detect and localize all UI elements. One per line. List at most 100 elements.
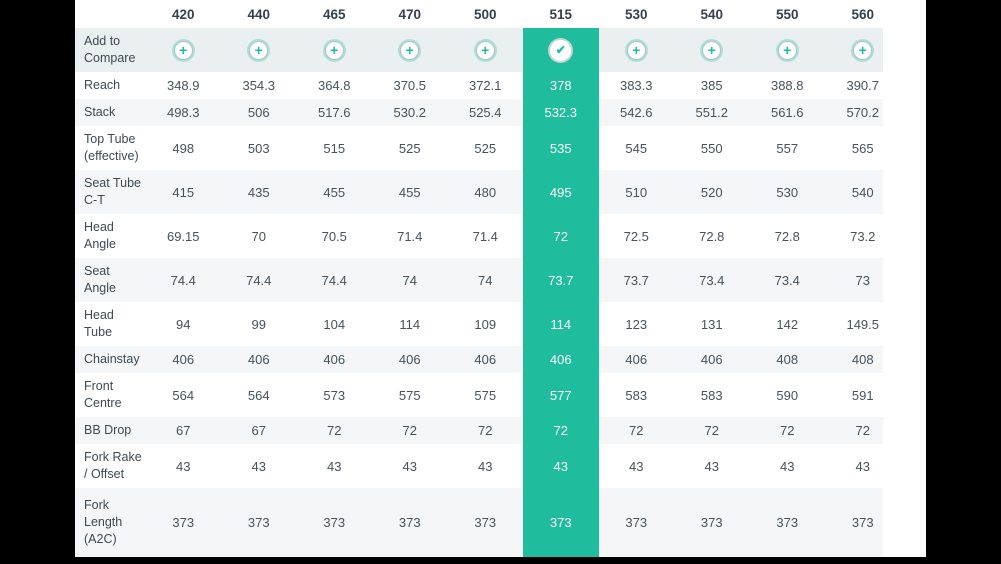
geometry-value-cell: 72 [402, 423, 417, 438]
geometry-value-cell: 69.15 [166, 228, 200, 244]
geometry-value-cell: 406 [625, 352, 648, 367]
geometry-value-cell: 72 [523, 417, 599, 444]
compare-cell: + [599, 28, 675, 72]
geometry-value-cell: 72 [855, 423, 870, 438]
table-row: Reach 348.9 354.3 364.8 370.5 372.1 378 383.3 38… [75, 72, 883, 99]
geometry-value-cell: 72 [704, 423, 719, 438]
geometry-value-cell: 43 [523, 444, 599, 488]
geometry-value-cell: 114 [523, 302, 599, 346]
geometry-table: 420 440 465 470 500 515 530 540 550 560 Add to Com… [75, 0, 883, 557]
geometry-value-cell: 530.2 [393, 105, 427, 120]
geometry-value-cell: 71.4 [397, 228, 423, 244]
geometry-value-cell: 348.9 [166, 78, 200, 93]
size-column-header[interactable]: 500 [473, 6, 497, 22]
size-column-header[interactable]: 560 [851, 6, 875, 22]
size-column-header[interactable]: 515 [549, 6, 573, 22]
geometry-value-cell: 408 [851, 352, 874, 367]
check-circle-icon[interactable]: ✔ [550, 39, 572, 61]
geometry-comparison-table: 420 440 465 470 500 515 530 540 550 560 Add to Com… [75, 0, 926, 557]
geometry-value-cell: 72 [780, 423, 795, 438]
geometry-value-cell: 71.4 [472, 228, 498, 244]
plus-circle-icon[interactable]: + [853, 40, 873, 60]
plus-circle-icon[interactable]: + [777, 40, 797, 60]
geometry-value-cell: 74.4 [170, 272, 196, 288]
geometry-value-cell: 43 [629, 458, 644, 474]
compare-cell: + [297, 28, 373, 72]
geometry-value-cell: 525 [398, 140, 421, 156]
row-label: Chainstay [84, 352, 140, 366]
geometry-value-cell: 525 [474, 140, 497, 156]
geometry-value-cell: 74 [402, 272, 417, 288]
geometry-value-cell: 43 [327, 458, 342, 474]
geometry-value-cell: 455 [323, 184, 346, 200]
geometry-value-cell: 590 [776, 387, 799, 403]
size-column-header[interactable]: 420 [171, 6, 195, 22]
geometry-value-cell: 43 [780, 458, 795, 474]
geometry-value-cell: 104 [323, 316, 346, 332]
size-header-row: 420 440 465 470 500 515 530 540 550 560 [75, 0, 883, 28]
geometry-value-cell: 530 [776, 184, 799, 200]
geometry-value-cell: 515 [323, 140, 346, 156]
geometry-value-cell: 506 [247, 105, 270, 120]
geometry-value-cell: 373 [172, 515, 195, 530]
geometry-value-cell: 72 [327, 423, 342, 438]
geometry-value-cell: 131 [700, 316, 723, 332]
compare-cell: + [221, 28, 297, 72]
geometry-value-cell: 149.5 [846, 316, 880, 332]
geometry-value-cell: 565 [851, 140, 874, 156]
plus-circle-icon[interactable]: + [626, 40, 646, 60]
geometry-value-cell: 72 [523, 214, 599, 258]
geometry-value-cell: 406 [398, 352, 421, 367]
row-label: Seat Angle [84, 264, 116, 295]
row-label: Top Tube (effective) [84, 132, 139, 163]
geometry-value-cell: 109 [474, 316, 497, 332]
geometry-value-cell: 72.5 [623, 228, 649, 244]
table-row: Front Centre 564 564 573 575 575 577 583 583 590 5… [75, 373, 883, 417]
table-row: Seat Angle 74.4 74.4 74.4 74 74 73.7 73.7 73.4 73… [75, 258, 883, 302]
geometry-value-cell: 575 [474, 387, 497, 403]
geometry-value-cell: 72.8 [774, 228, 800, 244]
geometry-value-cell: 43 [704, 458, 719, 474]
geometry-value-cell: 364.8 [317, 78, 351, 93]
geometry-value-cell: 385 [700, 78, 723, 93]
size-column-header[interactable]: 530 [624, 6, 648, 22]
plus-circle-icon[interactable]: + [324, 40, 344, 60]
geometry-value-cell: 550 [700, 140, 723, 156]
geometry-value-cell: 373 [247, 515, 270, 530]
size-column-header[interactable]: 550 [775, 6, 799, 22]
geometry-value-cell: 388.8 [770, 78, 804, 93]
geometry-value-cell: 551.2 [695, 105, 729, 120]
geometry-value-cell: 495 [523, 170, 599, 214]
geometry-value-cell: 73.4 [699, 272, 725, 288]
compare-cell: ✔ [523, 28, 599, 72]
plus-circle-icon[interactable]: + [702, 40, 722, 60]
geometry-value-cell: 545 [625, 140, 648, 156]
plus-circle-icon[interactable]: + [173, 40, 193, 60]
geometry-value-cell: 561.6 [770, 105, 804, 120]
table-row: Chainstay 406 406 406 406 406 406 406 406 408 408 [75, 346, 883, 373]
geometry-value-cell: 67 [176, 423, 191, 438]
geometry-value-cell: 94 [176, 316, 191, 332]
geometry-value-cell: 67 [251, 423, 266, 438]
geometry-value-cell: 373 [851, 515, 874, 530]
plus-circle-icon[interactable]: + [249, 40, 269, 60]
geometry-value-cell: 455 [398, 184, 421, 200]
plus-circle-icon[interactable]: + [400, 40, 420, 60]
geometry-value-cell: 406 [247, 352, 270, 367]
geometry-value-cell: 73.4 [774, 272, 800, 288]
plus-circle-icon[interactable]: + [475, 40, 495, 60]
geometry-value-cell: 520 [700, 184, 723, 200]
size-column-header[interactable]: 540 [700, 6, 724, 22]
geometry-value-cell: 564 [247, 387, 270, 403]
geometry-value-cell: 406 [523, 346, 599, 373]
geometry-value-cell: 70 [251, 228, 266, 244]
size-column-header[interactable]: 465 [322, 6, 346, 22]
size-column-header[interactable]: 470 [398, 6, 422, 22]
geometry-value-cell: 373 [398, 515, 421, 530]
row-label: Fork Rake / Offset [84, 450, 142, 481]
compare-cell: + [825, 28, 883, 72]
geometry-value-cell: 406 [700, 352, 723, 367]
geometry-value-cell: 70.5 [321, 228, 347, 244]
size-column-header[interactable]: 440 [247, 6, 271, 22]
table-row: Stack 498.3 506 517.6 530.2 525.4 532.3 542.6 55… [75, 99, 883, 126]
